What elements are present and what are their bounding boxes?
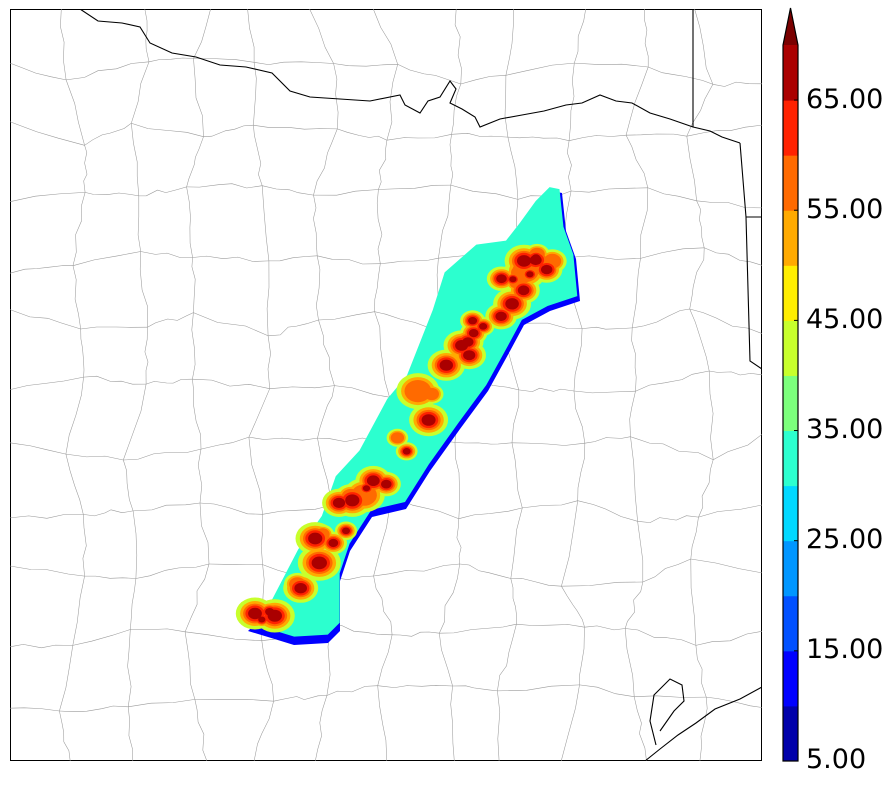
reflectivity-cell [270,611,280,620]
reflectivity-cell [382,481,390,487]
reflectivity-cell [510,277,516,282]
reflectivity-swath [235,187,580,645]
reflectivity-cell [423,416,434,424]
reflectivity-cell [296,584,305,592]
colorbar-segment [783,320,798,376]
reflectivity-cell [404,449,410,454]
reflectivity-cell [469,318,476,324]
reflectivity-cell [519,287,528,294]
colorbar-label-15: 15.00 [806,634,884,665]
colorbar-label-25: 25.00 [806,524,884,555]
state-line-east [739,142,762,370]
reflectivity-cell [542,266,551,273]
colorbar-segment [783,705,798,762]
colorbar-segment [783,265,798,321]
reflectivity-cell [527,272,533,277]
reflectivity-cell [507,300,517,308]
gulf-coastline [644,678,762,761]
colorbar-segment [783,485,798,542]
reflectivity-cell [497,313,505,320]
reflectivity-cell [369,477,378,485]
reflectivity-cell [347,496,358,505]
reflectivity-map [10,9,762,761]
reflectivity-cell [498,275,505,282]
reflectivity-cell [266,609,273,615]
reflectivity-cell [390,432,405,444]
reflectivity-cell [343,528,349,533]
colorbar-label-55: 55.00 [806,194,884,225]
reflectivity-cell [334,499,344,507]
colorbar-label-5: 5.00 [806,744,867,775]
reflectivity-cell [519,257,529,265]
reflectivity-cell [465,351,474,359]
state-borders [79,9,762,761]
reflectivity-cell [259,617,265,622]
colorbar-segment [783,650,798,707]
colorbar [782,7,799,762]
reflectivity-cell [310,534,320,543]
reflectivity-cell [531,256,540,264]
colorbar-extend-arrow [783,8,798,45]
colorbar-segment [783,155,798,211]
colorbar-segment [783,595,798,652]
reflectivity-cell [314,558,325,568]
reflectivity-cell [364,486,369,491]
colorbar-segment [783,375,798,432]
colorbar-segment [783,100,798,156]
reflectivity-cell [441,361,451,369]
colorbar-segment [783,210,798,266]
reflectivity-cell [457,341,466,349]
county-borders [10,9,762,761]
reflectivity-cell [464,338,472,345]
reflectivity-cell [330,540,337,546]
reflectivity-cell [404,380,432,403]
red-river-boundary [79,9,741,144]
colorbar-segment [783,430,798,487]
colorbar-label-65: 65.00 [806,84,884,115]
colorbar-label-45: 45.00 [806,304,884,335]
reflectivity-cell [470,330,478,336]
colorbar-segment [783,540,798,597]
colorbar-label-35: 35.00 [806,414,884,445]
reflectivity-cell [250,609,260,618]
reflectivity-cell [480,324,486,329]
colorbar-segment [783,45,798,101]
